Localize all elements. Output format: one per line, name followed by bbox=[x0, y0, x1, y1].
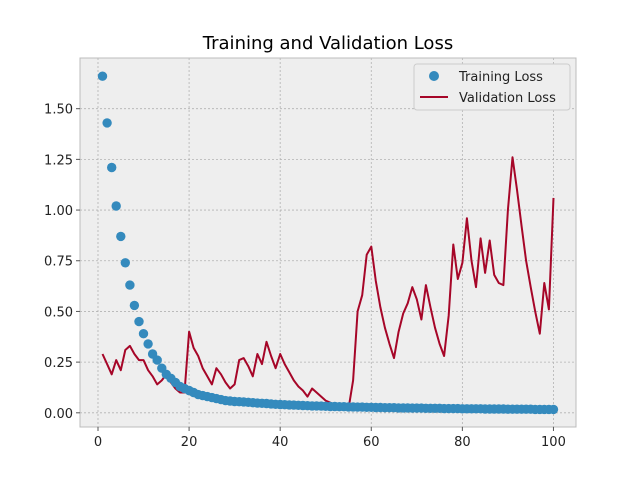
training-loss-point bbox=[152, 355, 162, 365]
training-loss-point bbox=[129, 300, 140, 311]
training-loss-point bbox=[97, 71, 108, 81]
training-loss-point bbox=[143, 339, 153, 349]
y-tick-label: 0.25 bbox=[44, 356, 73, 371]
chart-title: Training and Validation Loss bbox=[202, 33, 453, 54]
legend: Training Loss Validation Loss bbox=[413, 63, 571, 111]
training-loss-point bbox=[134, 316, 144, 327]
x-tick-label: 60 bbox=[363, 435, 380, 450]
legend-marker-training bbox=[429, 71, 439, 81]
training-loss-point bbox=[116, 231, 126, 242]
tick-labels: 0 20 40 60 80 100 0.00 0.25 0.50 0.75 1.00 1.25 1.50 bbox=[44, 103, 566, 450]
legend-label-validation: Validation Loss bbox=[459, 91, 556, 106]
grid bbox=[80, 58, 576, 427]
training-loss-point bbox=[120, 258, 130, 268]
plot-frame bbox=[79, 57, 577, 428]
training-loss-point bbox=[102, 118, 112, 128]
x-tick-label: 0 bbox=[94, 435, 102, 450]
series-layer bbox=[97, 71, 559, 415]
training-loss-point bbox=[138, 329, 149, 339]
x-tick-label: 20 bbox=[181, 435, 198, 450]
x-tick-label: 100 bbox=[541, 435, 566, 450]
training-loss-point bbox=[111, 201, 121, 211]
y-tick-label: 1.50 bbox=[44, 103, 73, 118]
y-tick-label: 0.75 bbox=[44, 255, 73, 270]
y-tick-label: 1.00 bbox=[44, 204, 73, 219]
y-tick-label: 0.00 bbox=[44, 407, 73, 422]
legend-box bbox=[413, 63, 571, 111]
training-loss-point bbox=[125, 280, 135, 290]
x-tick-label: 80 bbox=[454, 435, 471, 450]
plot-area bbox=[80, 58, 576, 427]
y-tick-label: 1.25 bbox=[44, 153, 73, 168]
x-tick-label: 40 bbox=[272, 435, 289, 450]
training-loss-point bbox=[107, 162, 117, 173]
y-tick-label: 0.50 bbox=[44, 305, 73, 320]
legend-label-training: Training Loss bbox=[458, 70, 543, 85]
training-loss-point bbox=[548, 404, 559, 415]
